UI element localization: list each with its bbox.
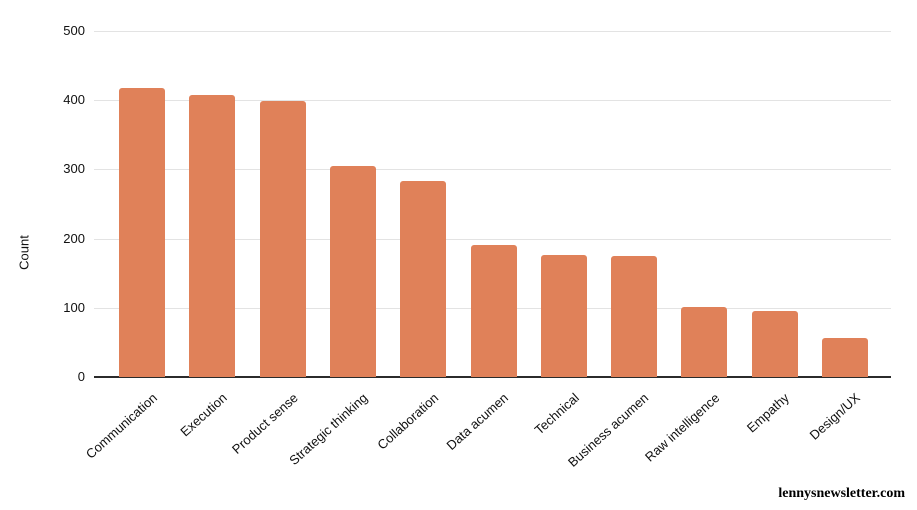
- gridline: [94, 100, 891, 102]
- y-tick-label: 400: [63, 92, 85, 108]
- x-category-label: Raw intelligence: [641, 390, 723, 465]
- bar-product-sense: [259, 100, 306, 377]
- bar-execution: [189, 95, 236, 377]
- x-category-label: Design/UX: [806, 390, 863, 443]
- bar-raw-intelligence: [681, 307, 728, 377]
- x-category-label: Technical: [531, 390, 582, 438]
- bar-design-ux: [822, 338, 868, 377]
- x-category-label: Communication: [82, 390, 160, 462]
- x-category-label: Execution: [177, 390, 230, 440]
- y-tick-label: 0: [77, 369, 85, 384]
- y-tick-label: 500: [63, 23, 85, 38]
- x-category-label: Collaboration: [373, 390, 441, 453]
- y-tick-label: 100: [63, 299, 85, 315]
- bar-technical: [540, 254, 587, 377]
- gridline: [94, 31, 891, 32]
- bar-collaboration: [400, 181, 447, 377]
- gridline: [94, 238, 891, 240]
- bar-business-acumen: [611, 255, 658, 377]
- y-tick-label: 200: [63, 230, 85, 246]
- x-axis-line: [94, 376, 891, 378]
- gridline: [94, 169, 891, 171]
- bar-communication: [119, 87, 165, 377]
- bar-data-acumen: [470, 244, 517, 377]
- x-category-label: Data acumen: [443, 390, 512, 453]
- y-tick-label: 300: [63, 161, 85, 177]
- bar-strategic-thinking: [329, 165, 376, 377]
- x-category-label: Product sense: [228, 390, 301, 457]
- x-category-label: Empathy: [744, 390, 793, 436]
- bar-empathy: [751, 311, 798, 377]
- y-axis-title: Count: [16, 235, 32, 270]
- watermark-text: lennysnewsletter.com: [778, 486, 905, 501]
